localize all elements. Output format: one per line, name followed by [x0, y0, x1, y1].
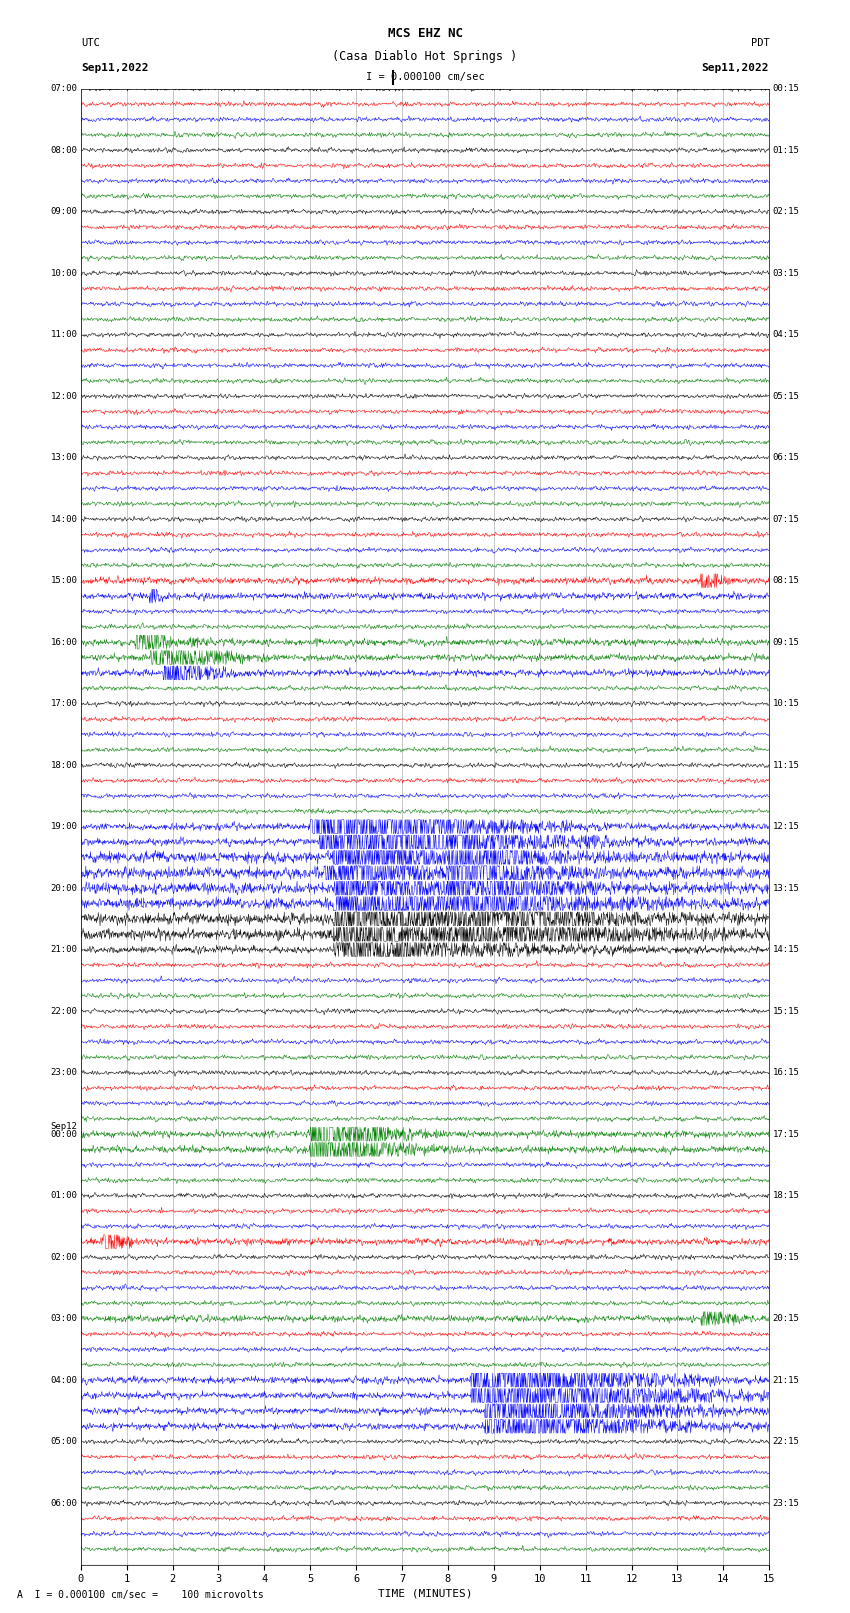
Text: 14:00: 14:00	[50, 515, 77, 524]
Text: 22:15: 22:15	[773, 1437, 800, 1447]
Text: 15:15: 15:15	[773, 1007, 800, 1016]
X-axis label: TIME (MINUTES): TIME (MINUTES)	[377, 1589, 473, 1598]
Text: 23:15: 23:15	[773, 1498, 800, 1508]
Text: 19:15: 19:15	[773, 1253, 800, 1261]
Text: 02:00: 02:00	[50, 1253, 77, 1261]
Text: 04:15: 04:15	[773, 331, 800, 339]
Text: 11:15: 11:15	[773, 761, 800, 769]
Text: 00:00: 00:00	[50, 1129, 77, 1139]
Text: 02:15: 02:15	[773, 206, 800, 216]
Text: Sep12: Sep12	[50, 1123, 77, 1131]
Text: 16:00: 16:00	[50, 637, 77, 647]
Text: 14:15: 14:15	[773, 945, 800, 955]
Text: A  I = 0.000100 cm/sec =    100 microvolts: A I = 0.000100 cm/sec = 100 microvolts	[17, 1590, 264, 1600]
Text: 03:00: 03:00	[50, 1315, 77, 1323]
Text: 05:15: 05:15	[773, 392, 800, 400]
Text: 08:00: 08:00	[50, 145, 77, 155]
Text: 01:00: 01:00	[50, 1190, 77, 1200]
Text: 06:00: 06:00	[50, 1498, 77, 1508]
Text: 20:00: 20:00	[50, 884, 77, 892]
Text: 03:15: 03:15	[773, 269, 800, 277]
Text: Sep11,2022: Sep11,2022	[81, 63, 148, 73]
Text: 06:15: 06:15	[773, 453, 800, 463]
Text: 19:00: 19:00	[50, 823, 77, 831]
Text: 17:00: 17:00	[50, 698, 77, 708]
Text: 05:00: 05:00	[50, 1437, 77, 1447]
Text: 00:15: 00:15	[773, 84, 800, 94]
Text: 15:00: 15:00	[50, 576, 77, 586]
Text: 04:00: 04:00	[50, 1376, 77, 1384]
Text: 11:00: 11:00	[50, 331, 77, 339]
Text: 22:00: 22:00	[50, 1007, 77, 1016]
Text: 21:15: 21:15	[773, 1376, 800, 1384]
Text: 10:00: 10:00	[50, 269, 77, 277]
Text: UTC: UTC	[81, 39, 99, 48]
Text: 20:15: 20:15	[773, 1315, 800, 1323]
Text: 10:15: 10:15	[773, 698, 800, 708]
Text: Sep11,2022: Sep11,2022	[702, 63, 769, 73]
Text: PDT: PDT	[751, 39, 769, 48]
Text: 18:15: 18:15	[773, 1190, 800, 1200]
Text: 07:00: 07:00	[50, 84, 77, 94]
Text: 01:15: 01:15	[773, 145, 800, 155]
Text: 07:15: 07:15	[773, 515, 800, 524]
Text: I = 0.000100 cm/sec: I = 0.000100 cm/sec	[366, 73, 484, 82]
Text: 13:15: 13:15	[773, 884, 800, 892]
Text: 23:00: 23:00	[50, 1068, 77, 1077]
Text: 16:15: 16:15	[773, 1068, 800, 1077]
Text: 13:00: 13:00	[50, 453, 77, 463]
Text: 09:15: 09:15	[773, 637, 800, 647]
Text: 12:00: 12:00	[50, 392, 77, 400]
Text: 18:00: 18:00	[50, 761, 77, 769]
Text: (Casa Diablo Hot Springs ): (Casa Diablo Hot Springs )	[332, 50, 518, 63]
Text: 08:15: 08:15	[773, 576, 800, 586]
Text: 12:15: 12:15	[773, 823, 800, 831]
Text: MCS EHZ NC: MCS EHZ NC	[388, 27, 462, 40]
Text: 21:00: 21:00	[50, 945, 77, 955]
Text: 09:00: 09:00	[50, 206, 77, 216]
Text: 17:15: 17:15	[773, 1129, 800, 1139]
